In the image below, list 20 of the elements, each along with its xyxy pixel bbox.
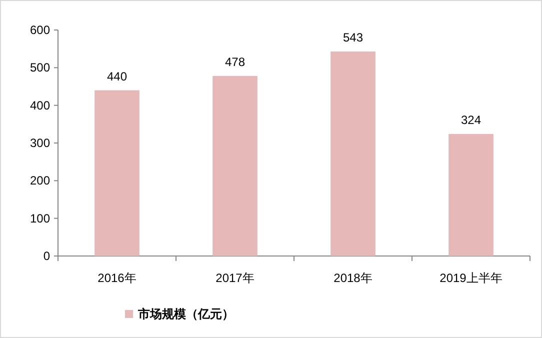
x-tick-label: 2017年	[216, 271, 254, 285]
x-tick-label: 2019上半年	[440, 271, 502, 285]
data-label: 543	[342, 30, 364, 44]
y-tick-label: 300	[30, 136, 50, 150]
y-tick-label: 100	[30, 211, 50, 226]
y-tick-label: 500	[30, 60, 50, 75]
bar	[94, 90, 140, 256]
x-tick-label: 2018年	[334, 271, 372, 285]
y-tick-label: 400	[30, 98, 50, 112]
y-tick-label: 600	[30, 23, 50, 37]
bar	[448, 134, 494, 256]
y-tick-label: 200	[30, 174, 50, 188]
bar	[330, 51, 376, 256]
legend-label: 市场规模（亿元）	[137, 307, 234, 321]
bar	[212, 76, 258, 256]
data-label: 324	[460, 112, 482, 127]
data-label: 478	[224, 54, 246, 69]
data-label: 440	[106, 69, 128, 84]
y-tick-label: 0	[43, 249, 50, 263]
x-tick-label: 2016年	[98, 271, 136, 285]
